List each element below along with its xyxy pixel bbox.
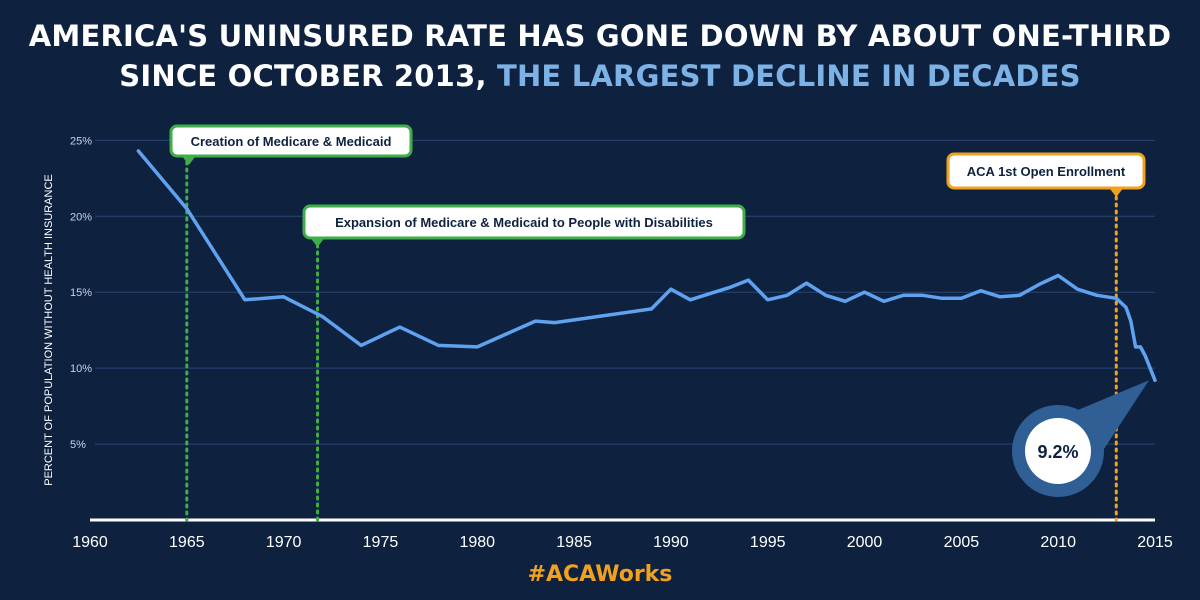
title-line-2: SINCE OCTOBER 2013, THE LARGEST DECLINE … [0,56,1200,96]
x-tick-label: 1980 [459,534,495,551]
title-line-2-a: SINCE OCTOBER 2013, [119,59,487,93]
x-tick-label: 2010 [1040,534,1076,551]
hashtag: #ACAWorks [527,562,673,587]
annotation-pointer [1109,188,1124,197]
y-tick-label: 15% [70,287,92,299]
series-line [136,149,1157,383]
annotation-box [946,152,1146,190]
final-value-bubble [1025,418,1091,484]
y-tick-label: 20% [70,211,92,223]
x-tick-label: 2005 [944,534,980,551]
x-tick-label: 2000 [847,534,883,551]
final-value-label: 9.2% [1037,442,1078,462]
annotation-pointer [310,238,325,247]
x-tick-label: 1985 [556,534,592,551]
y-tick-label: 5% [70,439,86,451]
annotation-box [169,124,413,158]
x-tick-label: 1975 [363,534,399,551]
annotation-label: ACA 1st Open Enrollment [967,164,1126,179]
annotation-label: Creation of Medicare & Medicaid [191,134,392,149]
x-tick-label: 2015 [1137,534,1173,551]
y-axis-label: PERCENT OF POPULATION WITHOUT HEALTH INS… [43,174,55,486]
x-tick-label: 1965 [169,534,205,551]
annotation-box [302,204,746,240]
x-tick-label: 1970 [266,534,302,551]
title-line-2-highlight: THE LARGEST DECLINE IN DECADES [496,59,1081,93]
y-tick-label: 10% [70,363,92,375]
annotation-label: Expansion of Medicare & Medicaid to Peop… [335,215,713,230]
annotation-pointer [181,156,196,165]
y-tick-label: 25% [70,135,92,147]
x-tick-label: 1990 [653,534,689,551]
title-line-1: AMERICA'S UNINSURED RATE HAS GONE DOWN B… [28,19,1172,53]
x-tick-label: 1995 [750,534,786,551]
x-tick-label: 1960 [72,534,108,551]
chart-title: AMERICA'S UNINSURED RATE HAS GONE DOWN B… [0,16,1200,96]
